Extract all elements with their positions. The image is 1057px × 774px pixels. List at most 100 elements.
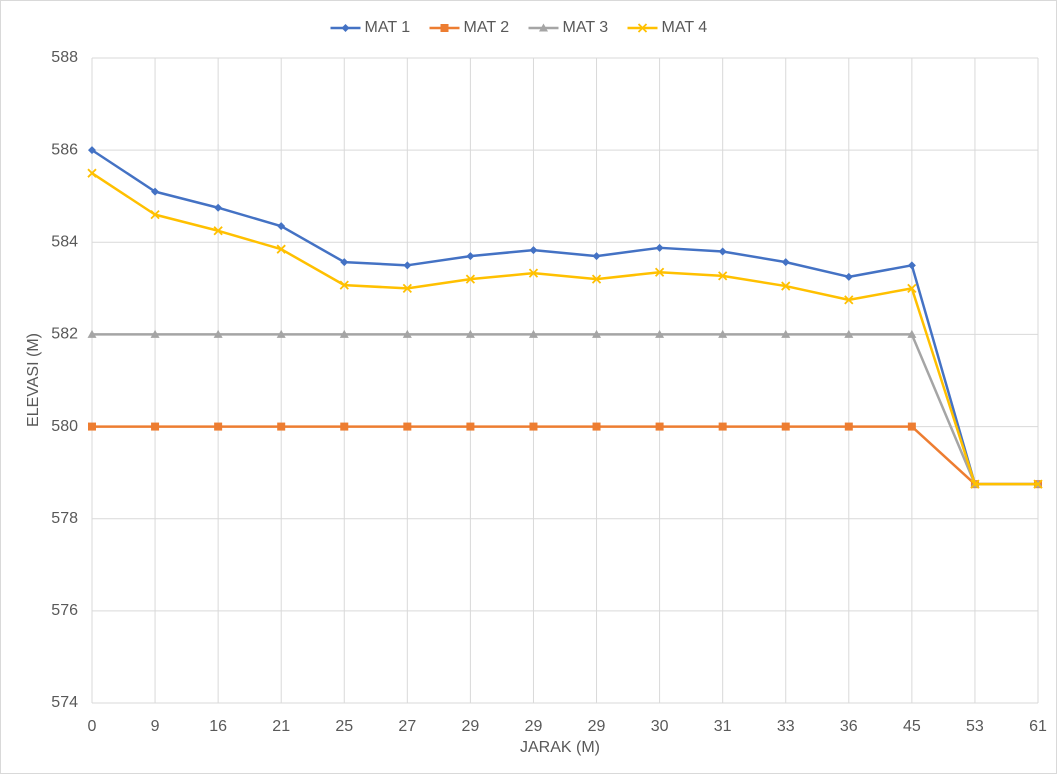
marker xyxy=(88,146,96,155)
legend-item: MAT 3 xyxy=(528,19,609,36)
marker xyxy=(1033,479,1043,489)
marker xyxy=(402,329,412,338)
marker xyxy=(844,329,854,338)
marker xyxy=(718,329,728,338)
marker xyxy=(637,23,648,33)
marker xyxy=(465,274,476,284)
marker xyxy=(87,168,97,178)
marker xyxy=(340,422,349,431)
y-tick-label: 580 xyxy=(51,418,78,435)
legend-label: MAT 4 xyxy=(662,19,708,36)
marker xyxy=(718,247,727,256)
marker xyxy=(591,274,602,284)
marker xyxy=(402,283,412,293)
marker xyxy=(466,252,475,261)
marker xyxy=(151,187,160,196)
x-tick-label: 30 xyxy=(651,718,669,735)
marker xyxy=(340,258,349,267)
marker xyxy=(213,226,223,236)
marker xyxy=(465,329,475,338)
x-tick-label: 0 xyxy=(88,718,97,735)
marker xyxy=(529,246,538,255)
x-tick-label: 29 xyxy=(525,718,543,735)
y-tick-label: 576 xyxy=(51,602,78,619)
marker xyxy=(151,422,160,431)
marker xyxy=(403,422,412,431)
marker xyxy=(529,422,538,431)
marker xyxy=(655,329,665,338)
y-axis-label: ELEVASI (M) xyxy=(25,333,42,427)
x-tick-label: 27 xyxy=(398,718,416,735)
x-tick-label: 45 xyxy=(903,718,921,735)
series-line xyxy=(91,172,1038,486)
y-tick-label: 584 xyxy=(51,234,78,251)
x-tick-label: 21 xyxy=(272,718,290,735)
marker xyxy=(655,422,664,431)
marker xyxy=(907,261,916,270)
x-tick-label: 36 xyxy=(840,718,858,735)
x-tick-label: 29 xyxy=(462,718,480,735)
marker xyxy=(276,244,286,254)
y-tick-label: 586 xyxy=(51,141,78,158)
marker xyxy=(654,267,665,277)
marker xyxy=(214,422,223,431)
marker xyxy=(150,210,160,220)
marker xyxy=(87,329,97,338)
marker xyxy=(781,422,790,431)
marker xyxy=(844,272,853,281)
marker xyxy=(339,329,349,338)
legend-label: MAT 1 xyxy=(365,19,411,36)
marker xyxy=(403,261,412,270)
marker xyxy=(592,252,601,261)
marker xyxy=(341,24,350,32)
y-tick-label: 588 xyxy=(51,49,78,66)
legend-item: MAT 1 xyxy=(330,19,411,36)
marker xyxy=(277,222,286,231)
series-line xyxy=(91,149,1038,486)
marker xyxy=(781,329,791,338)
marker xyxy=(277,422,286,431)
legend-label: MAT 3 xyxy=(563,19,609,36)
marker xyxy=(592,329,602,338)
marker xyxy=(907,329,917,338)
x-tick-label: 9 xyxy=(151,718,160,735)
marker xyxy=(276,329,286,338)
marker xyxy=(781,281,791,291)
marker xyxy=(339,280,349,290)
marker xyxy=(88,422,96,431)
marker xyxy=(718,422,727,431)
y-tick-label: 574 xyxy=(51,694,78,711)
x-tick-label: 16 xyxy=(209,718,227,735)
x-tick-label: 25 xyxy=(335,718,353,735)
marker xyxy=(907,422,916,431)
x-tick-label: 53 xyxy=(966,718,984,735)
x-tick-label: 31 xyxy=(714,718,732,735)
marker xyxy=(528,268,539,278)
x-tick-label: 33 xyxy=(777,718,795,735)
x-tick-label: 29 xyxy=(588,718,606,735)
marker xyxy=(539,23,548,32)
marker xyxy=(213,329,223,338)
marker xyxy=(781,258,790,267)
marker xyxy=(214,203,223,212)
marker xyxy=(718,271,728,281)
marker xyxy=(844,422,853,431)
y-tick-label: 578 xyxy=(51,510,78,527)
marker xyxy=(466,422,475,431)
y-tick-label: 582 xyxy=(51,326,78,343)
marker xyxy=(440,24,449,32)
legend-label: MAT 2 xyxy=(464,19,510,36)
marker xyxy=(592,422,601,431)
marker xyxy=(528,329,538,338)
marker xyxy=(907,283,917,293)
marker xyxy=(655,243,664,252)
x-tick-label: 61 xyxy=(1029,718,1047,735)
series-line xyxy=(92,333,1038,486)
legend-item: MAT 2 xyxy=(429,19,510,36)
marker xyxy=(970,479,980,489)
legend-item: MAT 4 xyxy=(627,19,708,36)
x-axis-label: JARAK (M) xyxy=(520,739,600,756)
marker xyxy=(844,295,854,305)
